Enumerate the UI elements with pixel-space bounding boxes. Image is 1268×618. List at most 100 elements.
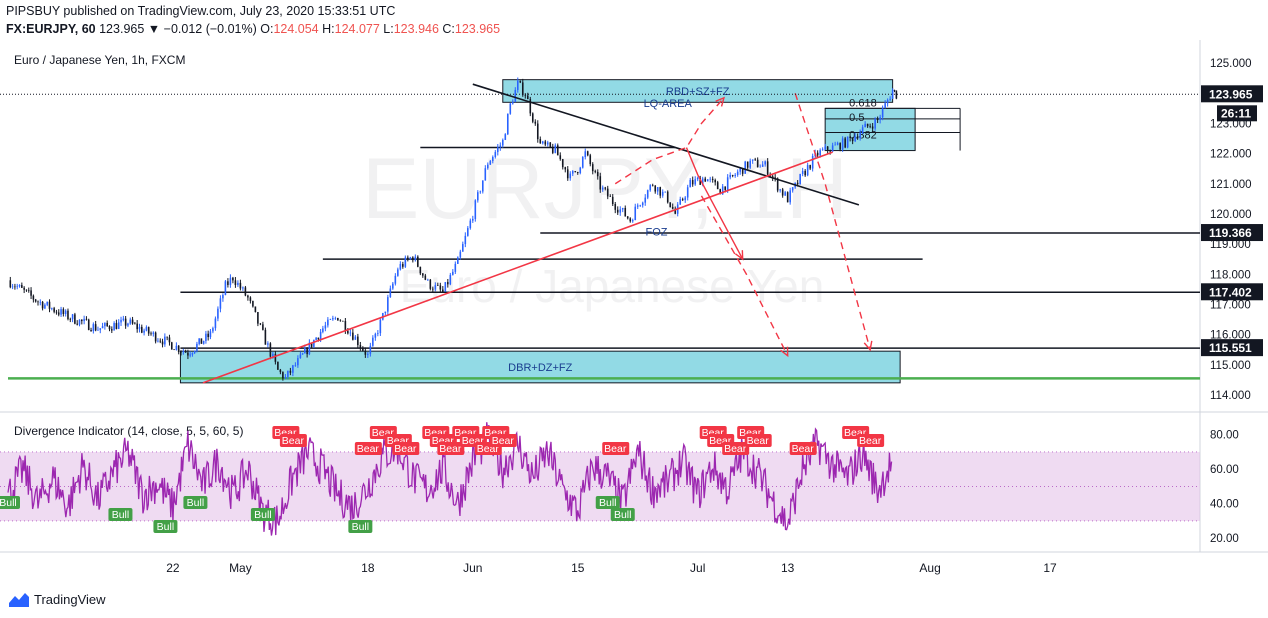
candle-body	[219, 298, 222, 309]
time-tick: Aug	[919, 561, 940, 575]
time-tick: 17	[1043, 561, 1057, 575]
low-label: L:	[383, 22, 394, 36]
candle-body	[861, 127, 864, 133]
candle-body	[159, 340, 162, 342]
candle-body	[124, 318, 127, 326]
candle-body	[434, 285, 437, 290]
candle-body	[55, 311, 58, 313]
candle-body	[101, 326, 104, 329]
candle-body	[48, 301, 51, 309]
candle-body	[464, 235, 467, 245]
candle-body	[322, 328, 324, 332]
candle-body	[113, 323, 115, 331]
candle-body	[104, 322, 106, 327]
candle-body	[377, 333, 379, 334]
candle-body	[631, 220, 634, 222]
candle-body	[744, 161, 746, 174]
candle-body	[97, 329, 99, 331]
candle-body	[659, 187, 662, 196]
tradingview-brand[interactable]: TradingView	[34, 592, 106, 607]
candle-body	[379, 319, 382, 334]
candle-body	[198, 338, 200, 344]
candle-body	[337, 318, 339, 321]
candle-body	[11, 286, 14, 288]
candle-body	[117, 322, 120, 329]
candle-body	[122, 318, 125, 320]
candle-body	[354, 336, 357, 340]
candle-body	[409, 257, 412, 260]
candle-body	[120, 319, 122, 323]
oscillator-tick: 40.00	[1210, 499, 1239, 511]
candle-body	[83, 318, 85, 322]
candle-body	[751, 159, 754, 161]
candle-body	[884, 103, 886, 109]
candle-body	[16, 286, 19, 287]
tradingview-logo-icon[interactable]	[8, 590, 30, 608]
bull-signal	[610, 508, 635, 521]
candle-body	[546, 142, 549, 145]
price-tick: 118.000	[1210, 269, 1251, 281]
candle-body	[824, 146, 826, 150]
candle-body	[184, 351, 187, 353]
candle-body	[766, 161, 769, 175]
candle-body	[482, 180, 484, 192]
time-tick: Jul	[690, 561, 705, 575]
close-value: 123.965	[454, 22, 501, 36]
candle-body	[754, 159, 756, 161]
candle-body	[684, 197, 687, 201]
candle-body	[864, 123, 866, 128]
candle-body	[227, 281, 229, 285]
candle-body	[654, 185, 657, 192]
candle-body	[599, 176, 602, 190]
candle-body	[484, 168, 487, 181]
candle-body	[157, 340, 159, 342]
candle-body	[519, 80, 522, 83]
candle-body	[452, 271, 454, 275]
candle-body	[741, 168, 744, 174]
candle-body	[53, 308, 55, 312]
candle-body	[846, 136, 849, 148]
candle-body	[329, 319, 332, 320]
candle-body	[506, 113, 509, 135]
bear-signal-label: Bear	[492, 435, 515, 447]
zone-label: DBR+DZ+FZ	[508, 362, 572, 374]
candle-body	[317, 337, 320, 340]
candle-body	[596, 171, 599, 177]
candle-body	[736, 171, 739, 175]
high-label: H:	[322, 22, 335, 36]
candle-body	[536, 123, 539, 140]
open-label: O:	[260, 22, 274, 36]
candle-body	[651, 185, 654, 186]
candle-body	[739, 168, 741, 172]
candle-body	[724, 186, 726, 190]
candle-body	[349, 332, 352, 334]
candle-body	[166, 336, 168, 338]
candle-body	[681, 199, 684, 201]
candle-body	[249, 297, 252, 302]
bull-signal	[108, 508, 133, 521]
bear-signal-label: Bear	[357, 443, 380, 455]
candle-body	[526, 95, 529, 100]
projection-path	[700, 195, 789, 357]
candle-body	[9, 280, 12, 288]
candle-body	[214, 318, 217, 329]
candle-body	[419, 266, 422, 274]
candle-body	[749, 160, 751, 168]
candle-body	[32, 295, 35, 300]
time-tick: May	[229, 561, 252, 575]
candle-body	[664, 191, 667, 193]
candle-body	[804, 170, 806, 176]
bear-signal-label: Bear	[724, 443, 747, 455]
candle-body	[222, 295, 224, 299]
candle-body	[454, 263, 457, 272]
bear-signal	[354, 442, 382, 455]
candle-body	[786, 192, 789, 203]
candle-body	[761, 164, 764, 167]
candle-body	[224, 281, 227, 296]
candle-body	[417, 256, 419, 267]
candle-body	[679, 199, 682, 205]
candle-body	[601, 187, 604, 190]
candle-body	[569, 173, 572, 179]
candle-body	[646, 190, 649, 198]
